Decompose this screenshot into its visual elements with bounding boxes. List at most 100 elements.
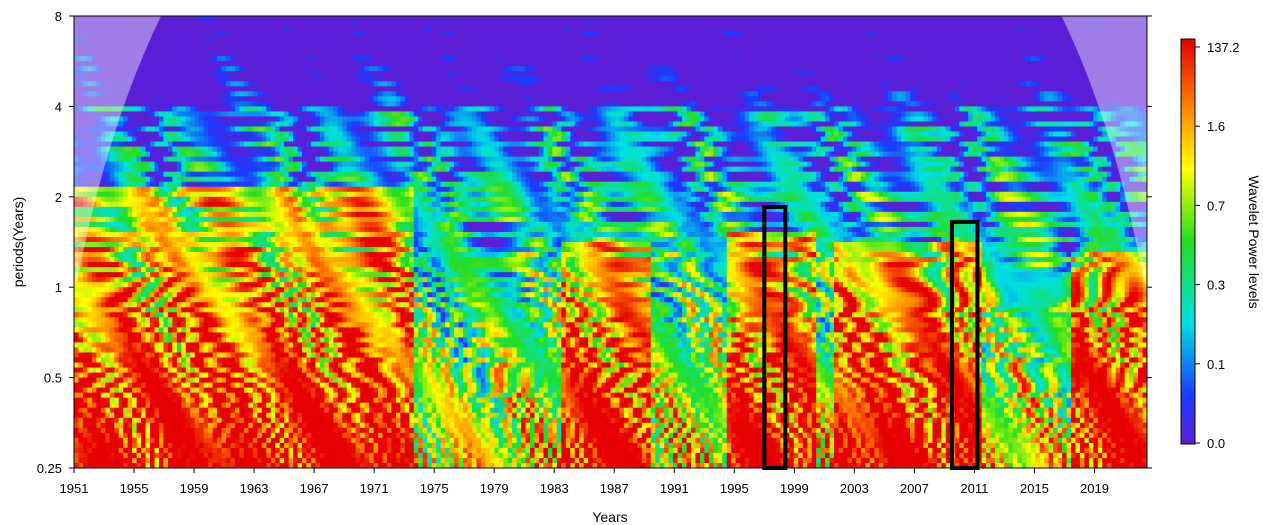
heatmap-cell [302,66,307,72]
heatmap-cell [405,56,410,62]
heatmap-cell [1044,111,1049,117]
heatmap-cell [584,56,589,62]
heatmap-cell [204,21,209,27]
heatmap-cell [391,106,396,112]
heatmap-cell [892,101,897,107]
heatmap-cell [566,106,571,112]
heatmap-cell [968,56,973,62]
heatmap-cell [973,31,978,37]
heatmap-cell [463,31,468,37]
heatmap-cell [593,106,598,112]
heatmap-cell [257,81,262,87]
heatmap-cell [709,101,714,107]
heatmap-cell [830,116,835,122]
heatmap-cell [235,106,240,112]
heatmap-cell [879,36,884,42]
heatmap-cell [561,86,566,92]
heatmap-cell [387,16,392,22]
heatmap-cell [628,81,633,87]
heatmap-cell [892,91,897,97]
heatmap-cell [445,41,450,47]
heatmap-cell [937,66,942,72]
heatmap-cell [727,16,732,22]
heatmap-cell [539,51,544,57]
heatmap-cell [758,56,763,62]
heatmap-cell [982,101,987,107]
heatmap-cell [749,36,754,42]
heatmap-cell [472,66,477,72]
heatmap-cell [409,36,414,42]
heatmap-cell [467,106,472,112]
heatmap-cell [624,26,629,32]
heatmap-cell [843,31,848,37]
heatmap-cell [579,116,584,122]
heatmap-cell [485,106,490,112]
heatmap-cell [365,21,370,27]
heatmap-cell [673,111,678,117]
heatmap-cell [749,46,754,52]
heatmap-cell [664,106,669,112]
heatmap-cell [803,101,808,107]
heatmap-cell [1008,51,1013,57]
heatmap-cell [749,116,754,122]
heatmap-cell [458,96,463,102]
heatmap-cell [812,51,817,57]
heatmap-cell [999,61,1004,67]
heatmap-cell [839,66,844,72]
heatmap-cell [418,71,423,77]
heatmap-cell [602,46,607,52]
heatmap-cell [181,46,186,52]
heatmap-cell [302,16,307,22]
heatmap-cell [839,71,844,77]
heatmap-cell [673,71,678,77]
heatmap-cell [722,36,727,42]
heatmap-cell [1075,96,1080,102]
heatmap-cell [222,26,227,32]
heatmap-cell [919,56,924,62]
heatmap-cell [289,101,294,107]
heatmap-cell [678,96,683,102]
heatmap-cell [257,116,262,122]
heatmap-cell [481,101,486,107]
heatmap-cell [718,71,723,77]
heatmap-cell [512,71,517,77]
heatmap-cell [463,66,468,72]
heatmap-cell [311,31,316,37]
heatmap-cell [289,81,294,87]
heatmap-cell [655,91,660,97]
heatmap-cell [333,91,338,97]
heatmap-cell [333,46,338,52]
heatmap-cell [669,86,674,92]
heatmap-cell [852,41,857,47]
heatmap-cell [333,116,338,122]
heatmap-cell [695,56,700,62]
heatmap-cell [382,116,387,122]
heatmap-cell [959,51,964,57]
heatmap-cell [785,71,790,77]
heatmap-cell [369,96,374,102]
heatmap-cell [821,71,826,77]
heatmap-cell [235,56,240,62]
heatmap-cell [745,26,750,32]
heatmap-cell [704,76,709,82]
heatmap-cell [651,56,656,62]
heatmap-cell [253,56,258,62]
heatmap-cell [530,41,535,47]
heatmap-cell [1040,76,1045,82]
heatmap-cell [722,51,727,57]
heatmap-cell [749,21,754,27]
heatmap-cell [548,36,553,42]
heatmap-cell [517,66,522,72]
heatmap-cell [266,86,271,92]
heatmap-cell [937,31,942,37]
heatmap-cell [731,41,736,47]
heatmap-cell [812,61,817,67]
heatmap-cell [740,16,745,22]
heatmap-cell [673,96,678,102]
heatmap-cell [807,71,812,77]
heatmap-cell [306,101,311,107]
heatmap-cell [266,71,271,77]
heatmap-cell [378,61,383,67]
heatmap-cell [950,56,955,62]
heatmap-cell [1053,41,1058,47]
